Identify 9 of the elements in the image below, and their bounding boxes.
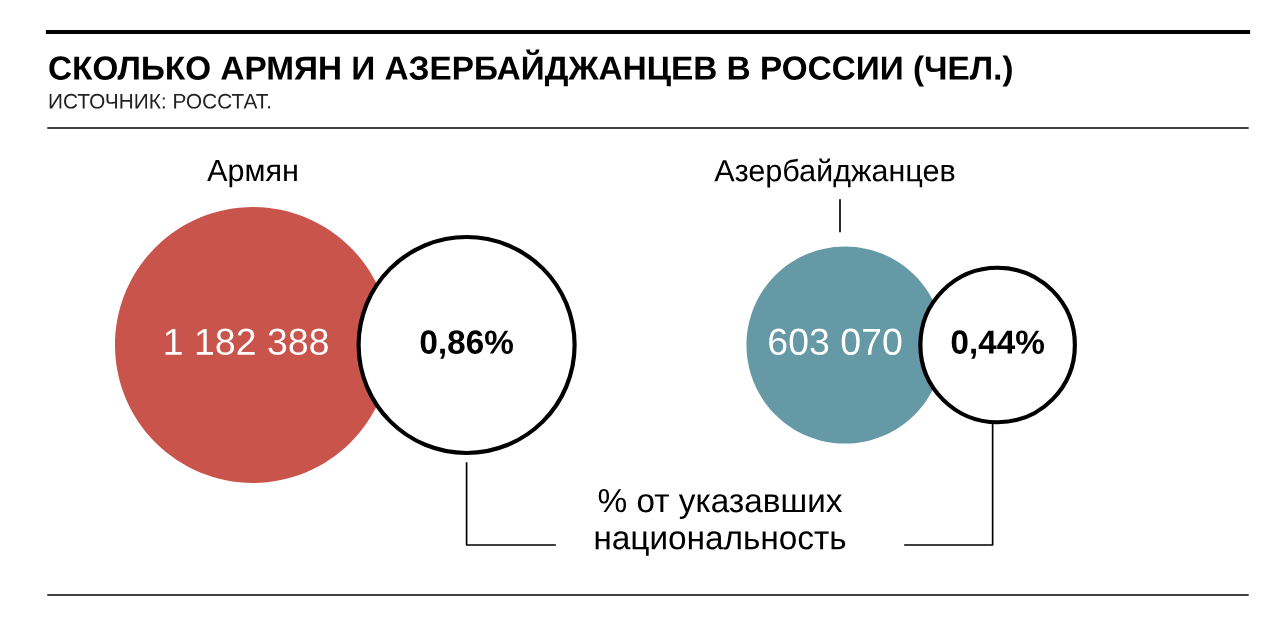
data-label: 603 070 [769,328,902,356]
category-label: Армян [207,159,297,188]
category-label: Азербайджанцев [714,158,955,188]
text: % от указавших национальность [595,488,846,556]
text: ИСТОЧНИК: РОССТАТ. [49,93,271,109]
text: СКОЛЬКО АРМЯН И АЗЕРБАЙДЖАНЦЕВ В РОССИИ (ЧЕЛ.) [49,49,1012,87]
data-label: 1 182 388 [165,328,328,356]
data-label: 0,86% [420,330,513,359]
data-label: 0,44% [951,330,1045,359]
